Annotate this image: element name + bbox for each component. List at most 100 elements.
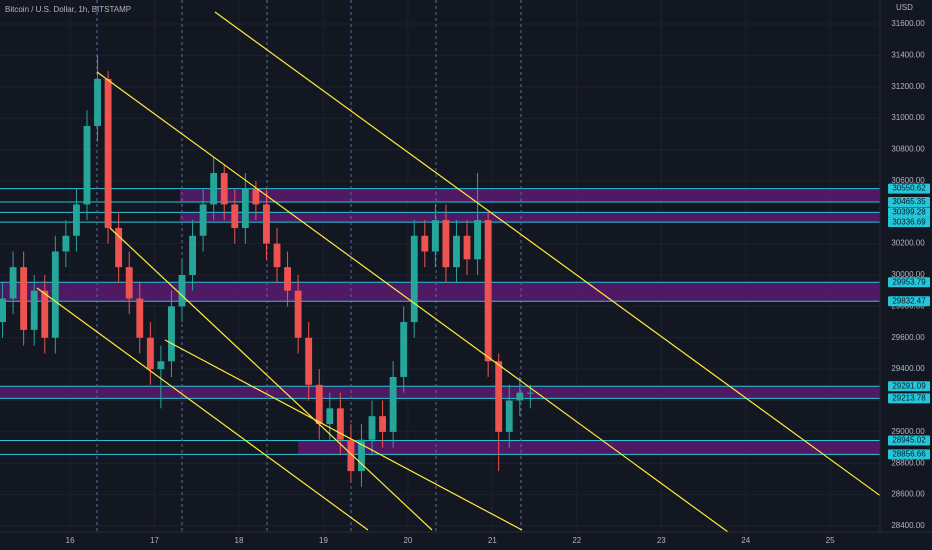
price-tag-label: 30550.62: [892, 184, 926, 193]
candle-body: [241, 188, 249, 228]
x-tick-label: 18: [235, 536, 244, 545]
candle-body: [326, 408, 334, 425]
candle-body: [294, 290, 302, 338]
candle-body: [62, 235, 70, 252]
y-tick-label: 29600.00: [891, 333, 925, 342]
price-tag: [888, 217, 930, 228]
candle-body: [9, 267, 17, 299]
candle-body: [220, 173, 228, 205]
price-tag: [888, 381, 930, 392]
candle-body: [516, 392, 524, 401]
candle-body: [526, 392, 534, 394]
y-tick-label: 31400.00: [891, 50, 925, 59]
price-tag-label: 30465.35: [892, 197, 926, 206]
candle-body: [400, 322, 408, 377]
trend-lines: [36, 11, 894, 533]
price-tag-label: 28856.66: [892, 449, 926, 458]
y-tick-label: 31600.00: [891, 19, 925, 28]
candle-body: [273, 243, 281, 268]
candle-body: [431, 220, 439, 252]
candle-body: [168, 306, 175, 362]
y-tick-label: 30600.00: [891, 176, 925, 185]
candle-body: [0, 298, 6, 323]
x-tick-label: 25: [826, 536, 835, 545]
candle-body: [115, 227, 123, 268]
candle-body: [474, 220, 482, 260]
y-tick-label: 28800.00: [891, 458, 925, 467]
trend-line: [96, 71, 729, 533]
x-tick-label: 21: [488, 536, 497, 545]
x-tick-label: 20: [403, 536, 412, 545]
candle-body: [379, 416, 387, 432]
candle-body: [263, 204, 270, 244]
candle-body: [252, 188, 260, 205]
price-tag-label: 30399.28: [892, 207, 926, 216]
y-tick-label: 28400.00: [891, 521, 925, 530]
y-tick-label: 29400.00: [891, 364, 925, 373]
candle-body: [495, 361, 503, 432]
trend-line: [164, 339, 523, 531]
candle-body: [389, 376, 397, 432]
price-tag: [888, 196, 930, 207]
candle-body: [210, 173, 218, 205]
trend-line: [214, 11, 894, 506]
candle-body: [305, 337, 313, 385]
candle-body: [505, 400, 513, 432]
y-tick-label: 31000.00: [891, 113, 925, 122]
price-tag: [888, 207, 930, 218]
x-tick-label: 24: [741, 536, 750, 545]
zone: [179, 212, 881, 223]
candle-body: [41, 290, 49, 338]
candle-body: [178, 275, 186, 307]
y-tick-label: 30800.00: [891, 145, 925, 154]
chart-title: Bitcoin / U.S. Dollar, 1h, BITSTAMP: [5, 5, 131, 14]
y-tick-label: 30000.00: [891, 270, 925, 279]
y-tick-label: 30200.00: [891, 239, 925, 248]
candle-body: [336, 408, 344, 440]
candles: [0, 55, 534, 487]
zone: [0, 282, 880, 302]
candle-body: [94, 78, 101, 126]
price-tag-label: 29291.09: [892, 381, 926, 390]
candle-body: [20, 267, 28, 330]
y-tick-label: 29000.00: [891, 427, 925, 436]
price-tag-label: 30336.69: [892, 217, 926, 226]
candle-body: [30, 290, 38, 330]
price-tag: [888, 435, 930, 446]
candle-body: [157, 361, 165, 370]
x-tick-label: 23: [657, 536, 666, 545]
candle-body: [146, 337, 154, 370]
y-tick-label: 31200.00: [891, 82, 925, 91]
grid: [0, 0, 880, 532]
candle-body: [231, 204, 239, 228]
price-tag: [888, 296, 930, 307]
x-tick-label: 22: [572, 536, 581, 545]
price-tag: [888, 393, 930, 404]
price-tag: [888, 449, 930, 460]
axis-labels: 31600.00 31400.00 31200.00 31000.00 30800.00…: [66, 19, 930, 545]
price-tag-label: 29832.47: [892, 296, 926, 305]
candle-body: [83, 125, 91, 205]
zone: [0, 386, 880, 399]
price-tag-label: 29213.78: [892, 393, 926, 402]
candle-body: [125, 267, 133, 299]
x-tick-label: 17: [150, 536, 159, 545]
zone: [179, 188, 881, 202]
candle-body: [189, 235, 196, 275]
price-tag: [888, 183, 930, 194]
zone: [298, 440, 880, 455]
candle-body: [199, 204, 207, 236]
candle-body: [442, 220, 450, 268]
candle-body: [484, 220, 492, 362]
candle-body: [104, 78, 112, 228]
y-axis-label: USD: [896, 3, 913, 12]
trend-line: [36, 287, 369, 531]
candle-body: [453, 235, 460, 268]
candle-body: [51, 251, 59, 338]
x-tick-label: 16: [66, 536, 75, 545]
candle-body: [410, 235, 418, 323]
candle-body: [72, 204, 80, 236]
candle-body: [284, 267, 291, 291]
